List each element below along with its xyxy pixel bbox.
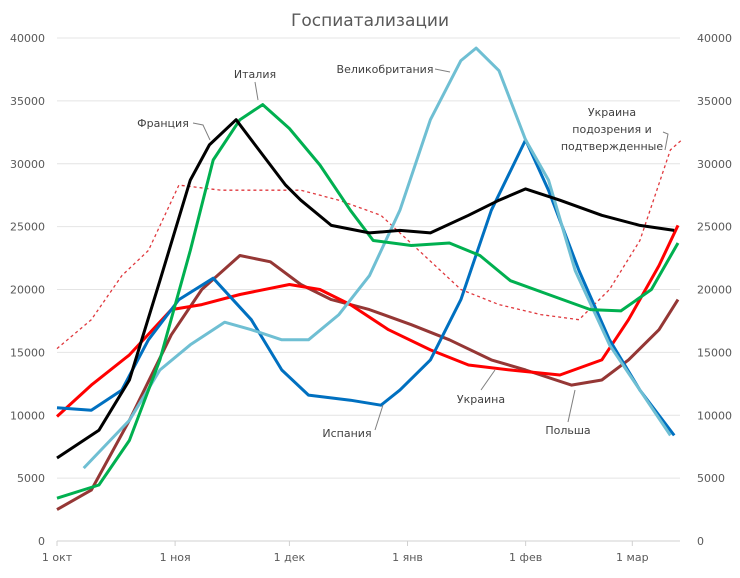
y-tick-label-left: 15000 <box>10 346 45 359</box>
y-tick-label-right: 15000 <box>697 346 732 359</box>
y-tick-label-left: 40000 <box>10 32 45 45</box>
x-tick-label: 1 дек <box>274 551 306 564</box>
label-france: Франция <box>137 117 189 130</box>
y-tick-label-left: 10000 <box>10 409 45 422</box>
y-tick-label-right: 0 <box>697 535 704 548</box>
series-line-1 <box>56 254 680 511</box>
x-tick-label: 1 янв <box>392 551 423 564</box>
label-poland: Польша <box>545 424 590 437</box>
leader-uk <box>434 68 451 73</box>
y-tick-label-right: 25000 <box>697 221 732 234</box>
leader-ukraine <box>480 369 496 391</box>
y-tick-label-right: 30000 <box>697 158 732 171</box>
y-tick-label-right: 20000 <box>697 284 732 297</box>
leader-france <box>192 122 211 141</box>
y-tick-label-right: 35000 <box>697 95 732 108</box>
label-ukraine-suspected-1: Украина подозрения и подтвержденные <box>561 106 664 153</box>
y-tick-label-right: 40000 <box>697 32 732 45</box>
leader-italy <box>254 81 259 101</box>
y-tick-label-right: 5000 <box>697 472 725 485</box>
chart-title: Госпиатализации <box>291 11 449 31</box>
label-ukraine: Украина <box>457 393 505 406</box>
series-line-5 <box>56 103 680 500</box>
x-tick-label: 1 мар <box>616 551 649 564</box>
y-tick-label-left: 0 <box>38 535 45 548</box>
y-tick-label-left: 25000 <box>10 221 45 234</box>
y-tick-label-left: 30000 <box>10 158 45 171</box>
leader-ukraine-suspected <box>662 131 669 151</box>
y-tick-label-left: 20000 <box>10 284 45 297</box>
y-tick-label-left: 5000 <box>17 472 45 485</box>
x-tick-label: 1 фев <box>509 551 542 564</box>
series-line-4 <box>82 46 672 470</box>
y-tick-label-left: 35000 <box>10 95 45 108</box>
label-uk: Великобритания <box>337 63 434 76</box>
y-tick-label-right: 10000 <box>697 409 732 422</box>
leader-spain <box>374 404 384 431</box>
x-tick-label: 1 окт <box>42 551 73 564</box>
series-line-6 <box>56 118 675 460</box>
label-italy: Италия <box>234 68 276 81</box>
leader-poland <box>567 389 576 423</box>
label-spain: Испания <box>322 427 371 440</box>
x-tick-label: 1 ноя <box>160 551 191 564</box>
